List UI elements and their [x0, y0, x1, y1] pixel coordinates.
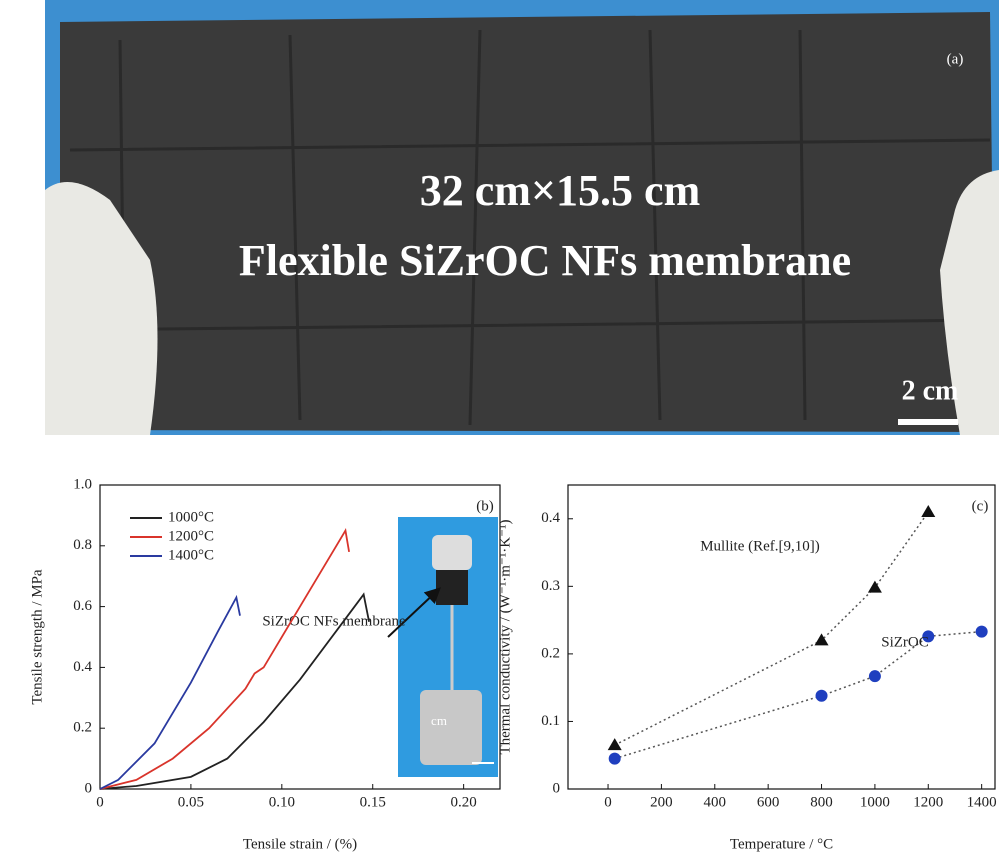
series-line	[99, 594, 241, 790]
weight	[420, 690, 482, 765]
plot-frame	[567, 484, 996, 790]
panel-label: (c)	[972, 498, 989, 514]
annotation: 100g	[321, 633, 348, 648]
y-axis-label: Tensile strength / MPa	[29, 569, 45, 705]
x-tick-label: 1200	[913, 794, 943, 810]
y-tick-label: 0.4	[73, 659, 92, 675]
point	[608, 752, 621, 765]
photo-subtitle: Flexible SiZrOC NFs membrane	[239, 236, 851, 285]
series-line	[99, 592, 370, 790]
x-tick-label: 0.10	[269, 794, 295, 810]
panel-label: (b)	[476, 498, 494, 514]
photo-title: 32 cm×15.5 cm	[420, 166, 700, 215]
legend-label: 1400°C	[168, 547, 214, 563]
connector	[614, 630, 982, 760]
y-tick-label: 0.2	[541, 645, 560, 661]
scale-bar	[898, 419, 958, 425]
photo-panel: 32 cm×15.5 cm Flexible SiZrOC NFs membra…	[45, 0, 999, 435]
annotation: cm	[431, 713, 447, 728]
legend-label: 1200°C	[168, 528, 214, 544]
point	[867, 580, 882, 593]
y-axis-label: Thermal conductivity / (W⁻¹·m⁻¹·K⁻¹)	[497, 519, 513, 754]
connector	[614, 511, 929, 746]
series-line	[99, 528, 350, 790]
x-tick-label: 800	[810, 794, 833, 810]
y-tick-label: 0.6	[73, 598, 92, 614]
y-tick-label: 1.0	[73, 476, 92, 492]
scale-label: 2 cm	[902, 375, 959, 406]
y-tick-label: 0.1	[541, 713, 560, 729]
pointer-arrow	[387, 587, 441, 638]
x-tick-label: 1000	[860, 794, 890, 810]
clamp	[432, 535, 472, 570]
point	[607, 738, 622, 751]
point	[975, 625, 988, 638]
point	[814, 633, 829, 646]
x-tick-label: 200	[650, 794, 673, 810]
point	[921, 505, 936, 518]
y-tick-label: 0.3	[541, 578, 560, 594]
inset-photo	[398, 517, 498, 777]
inset-membrane	[436, 570, 468, 605]
y-tick-label: 0	[85, 780, 93, 796]
x-tick-label: 400	[704, 794, 727, 810]
membrane	[60, 12, 995, 432]
y-tick-label: 0.4	[541, 510, 560, 526]
x-axis-label: Tensile strain / (%)	[243, 836, 357, 852]
legend-label: 1000°C	[168, 509, 214, 525]
x-tick-label: 0.05	[178, 794, 204, 810]
y-tick-label: 0.2	[73, 720, 92, 736]
y-tick-label: 0	[553, 780, 561, 796]
series-label: Mullite (Ref.[9,10])	[700, 538, 820, 554]
point	[922, 630, 935, 643]
x-tick-label: 0	[96, 794, 104, 810]
point	[868, 670, 881, 683]
x-tick-label: 0	[604, 794, 612, 810]
point	[815, 689, 828, 702]
x-tick-label: 0.15	[360, 794, 386, 810]
panel-label: (a)	[947, 51, 964, 67]
x-axis-label: Temperature / °C	[730, 836, 833, 852]
right-glove	[940, 170, 999, 435]
x-tick-label: 600	[757, 794, 780, 810]
left-glove	[45, 182, 158, 435]
y-tick-label: 0.8	[73, 537, 92, 553]
x-tick-label: 0.20	[451, 794, 477, 810]
series-label: SiZrOC	[881, 634, 929, 650]
annotation: SiZrOC NFs membrane	[262, 613, 406, 629]
plot-frame	[99, 484, 501, 790]
x-tick-label: 1400	[967, 794, 997, 810]
